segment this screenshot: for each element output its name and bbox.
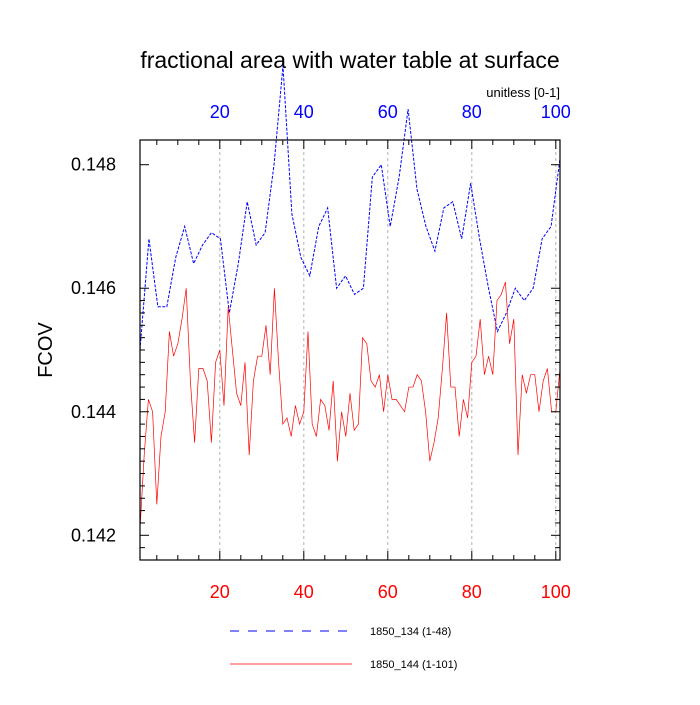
x-bottom-tick-label: 80 — [462, 582, 482, 602]
series-line-1 — [139, 65, 561, 351]
x-bottom-tick-label: 40 — [294, 582, 314, 602]
y-tick-label: 0.146 — [71, 278, 116, 298]
x-top-tick-label: 20 — [210, 102, 230, 122]
plot-frame — [139, 139, 561, 561]
y-tick-label: 0.142 — [71, 525, 116, 545]
chart-title: fractional area with water table at surf… — [140, 47, 559, 73]
grid-lines — [219, 140, 557, 560]
series-line-2 — [139, 281, 561, 530]
units-label: unitless [0-1] — [486, 85, 560, 100]
x-bottom-tick-label: 20 — [210, 582, 230, 602]
y-axis-label: FCOV — [35, 322, 57, 378]
legend-label: 1850_134 (1-48) — [370, 626, 451, 638]
x-top-tick-label: 80 — [462, 102, 482, 122]
y-tick-label: 0.148 — [71, 155, 116, 175]
series-lines — [139, 65, 561, 530]
tick-labels: 20 40 60 80 100 20 40 60 80 100 0.142 0.144 0.146 0.1… — [71, 102, 571, 602]
x-bottom-tick-label: 60 — [378, 582, 398, 602]
x-top-tick-label: 40 — [294, 102, 314, 122]
x-top-tick-label: 100 — [541, 102, 571, 122]
x-top-tick-label: 60 — [378, 102, 398, 122]
x-bottom-tick-label: 100 — [541, 582, 571, 602]
y-tick-label: 0.144 — [71, 402, 116, 422]
axis-ticks — [140, 140, 560, 560]
legend: 1850_134 (1-48) 1850_144 (1-101) — [230, 626, 457, 671]
legend-label: 1850_144 (1-101) — [370, 659, 457, 671]
